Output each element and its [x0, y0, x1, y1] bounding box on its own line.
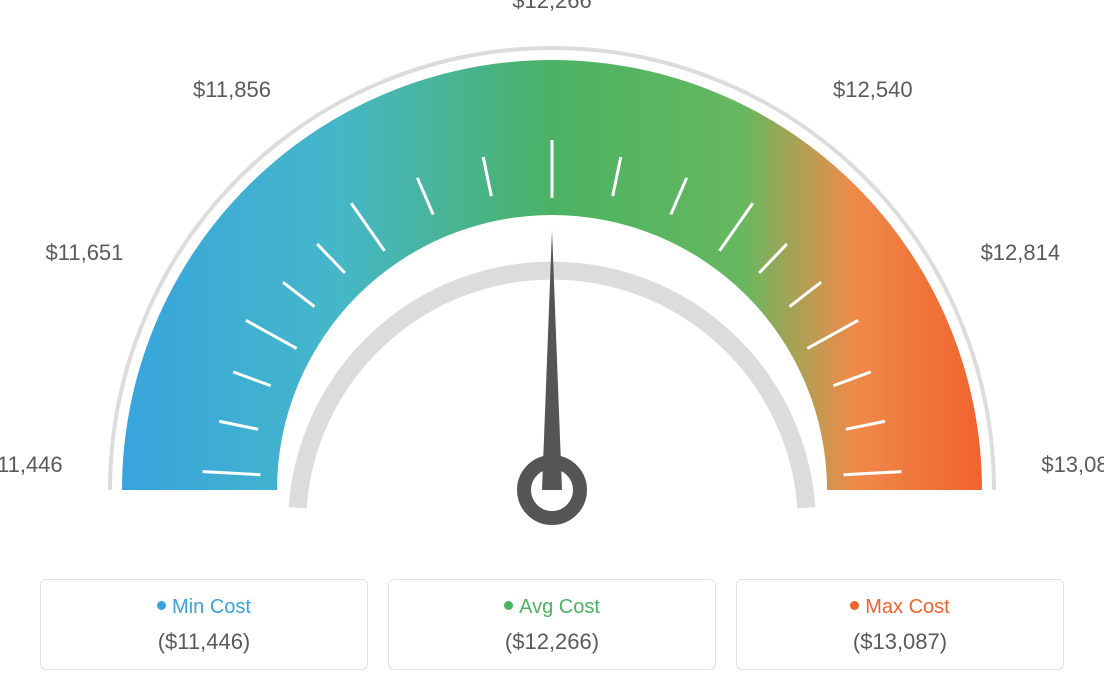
legend-max-title: Max Cost [747, 596, 1053, 619]
dot-icon [850, 601, 859, 610]
gauge-tick-label: $11,446 [0, 452, 63, 478]
legend-row: Min Cost ($11,446) Avg Cost ($12,266) Ma… [40, 579, 1064, 670]
gauge-tick-label: $11,651 [33, 240, 123, 266]
dot-icon [504, 601, 513, 610]
legend-min-value: ($11,446) [51, 629, 357, 655]
dot-icon [157, 601, 166, 610]
legend-avg-value: ($12,266) [399, 629, 705, 655]
gauge-svg [0, 0, 1104, 560]
gauge-tick-label: $12,266 [507, 0, 597, 14]
legend-min: Min Cost ($11,446) [40, 579, 368, 670]
chart-container: $11,446 $11,651 $11,856 $12,266 $12,540 $12,8… [0, 0, 1104, 690]
legend-avg-label: Avg Cost [519, 596, 600, 618]
legend-max-value: ($13,087) [747, 629, 1053, 655]
gauge-tick-label: $13,087 [1041, 452, 1104, 478]
legend-max-label: Max Cost [865, 596, 949, 618]
legend-avg: Avg Cost ($12,266) [388, 579, 716, 670]
legend-min-label: Min Cost [172, 596, 251, 618]
gauge-tick-label: $12,540 [833, 77, 913, 103]
legend-max: Max Cost ($13,087) [736, 579, 1064, 670]
gauge-area: $11,446 $11,651 $11,856 $12,266 $12,540 $12,8… [0, 0, 1104, 560]
legend-avg-title: Avg Cost [399, 596, 705, 619]
legend-min-title: Min Cost [51, 596, 357, 619]
gauge-tick-label: $11,856 [181, 77, 271, 103]
gauge-tick-label: $12,814 [981, 240, 1061, 266]
